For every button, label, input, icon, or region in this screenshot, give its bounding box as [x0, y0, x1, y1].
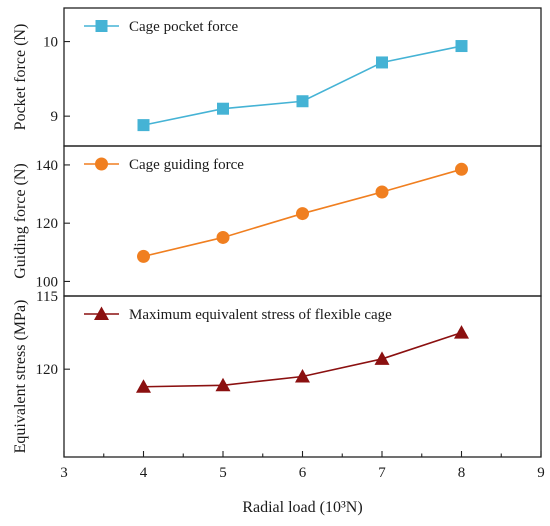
- y-tick-label: 9: [51, 109, 59, 125]
- legend-label: Cage guiding force: [129, 157, 244, 173]
- legend: Maximum equivalent stress of flexible ca…: [84, 306, 392, 323]
- circle-marker: [216, 230, 230, 244]
- square-marker: [217, 102, 229, 115]
- circle-marker: [375, 185, 389, 199]
- x-tick-label: 4: [140, 465, 148, 481]
- series-line: [143, 45, 462, 126]
- x-tick-label: 8: [458, 465, 466, 481]
- x-tick-label: 7: [378, 465, 386, 481]
- square-marker: [95, 20, 108, 32]
- triangle-marker: [215, 377, 231, 392]
- square-marker: [376, 56, 388, 69]
- square-marker: [296, 95, 309, 108]
- y-tick-label: 100: [36, 274, 59, 290]
- y-tick-label: 10: [43, 35, 58, 51]
- triangle-marker: [295, 369, 310, 383]
- x-tick-label: 6: [299, 465, 307, 481]
- x-tick-label: 9: [537, 465, 545, 481]
- x-axis-label: Radial load (10³N): [242, 499, 362, 516]
- panel-1: 9 10 Pocket force (N) Cage pocket force: [12, 7, 542, 147]
- legend-label: Cage pocket force: [129, 19, 238, 35]
- square-marker: [137, 119, 150, 132]
- y-axis-label: Equivalent stress (MPa): [12, 300, 29, 454]
- triangle-marker: [454, 325, 469, 339]
- panel-2: 100 120 140 Guiding force (N) Cage guiding f…: [12, 145, 542, 297]
- legend: Cage pocket force: [84, 19, 238, 35]
- y-axis-label: Pocket force (N): [12, 24, 29, 131]
- panel-3: 115 120 Equivalent stress (MPa) Maximum equ…: [12, 289, 542, 458]
- circle-marker: [95, 157, 108, 171]
- legend: Cage guiding force: [84, 157, 244, 173]
- circle-marker: [296, 207, 309, 221]
- square-marker: [455, 40, 468, 53]
- y-tick-label: 115: [36, 289, 58, 305]
- x-tick-label: 5: [219, 465, 227, 481]
- circle-marker: [137, 249, 150, 263]
- y-tick-label: 120: [36, 216, 59, 232]
- y-tick-label: 140: [36, 158, 59, 174]
- x-tick-label: 3: [60, 465, 68, 481]
- triangle-marker: [136, 379, 151, 393]
- shared-x-axis: 3 4 5 6 7 8 9 Radial load (10³N): [60, 451, 545, 516]
- y-tick-label: 120: [36, 362, 59, 378]
- triangle-marker: [94, 306, 109, 320]
- triangle-marker: [374, 351, 390, 365]
- legend-label: Maximum equivalent stress of flexible ca…: [129, 307, 392, 323]
- y-axis-label: Guiding force (N): [12, 163, 29, 279]
- circle-marker: [455, 162, 468, 176]
